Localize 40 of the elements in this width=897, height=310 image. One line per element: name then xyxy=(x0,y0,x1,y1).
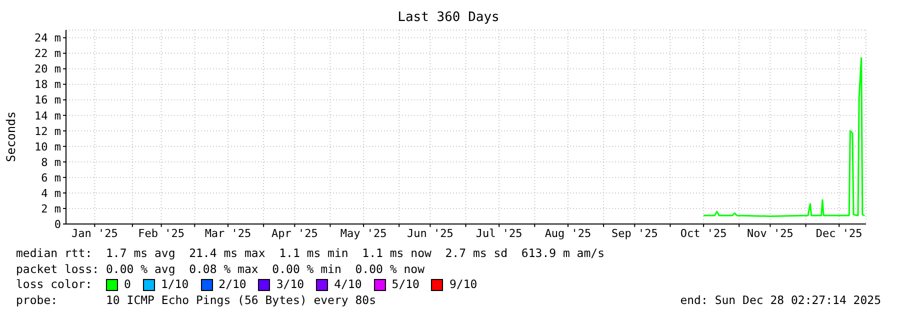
y-tick-label: 10 m xyxy=(34,140,62,154)
x-tick-label: Sep '25 xyxy=(611,226,658,240)
text: packet loss: 0.00 % avg 0.08 % max 0.00 % min 0.00 % now xyxy=(16,262,426,277)
legend-title: loss color: xyxy=(16,277,94,292)
chart-title: Last 360 Days xyxy=(396,10,500,25)
x-tick-label: May '25 xyxy=(340,226,387,240)
legend-label: 9/10 xyxy=(449,277,478,292)
x-tick-label: Mar '25 xyxy=(204,226,252,240)
text: median rtt: 1.7 ms avg 21.4 ms max 1.1 ms min 1.1 ms now 2.7 ms sd 613.9 m am/s xyxy=(16,246,606,262)
x-tick-label: Jun '25 xyxy=(407,226,454,240)
legend-label: 1/10 xyxy=(160,277,189,292)
y-tick-label: 6 m xyxy=(41,171,62,184)
y-tick-label: 8 m xyxy=(41,156,62,169)
y-tick-label: 16 m xyxy=(34,94,62,107)
y-tick-label: 14 m xyxy=(34,109,62,122)
x-tick-label: Aug '25 xyxy=(544,226,592,240)
legend-label: 3/10 xyxy=(276,277,304,292)
text: end: Sun Dec 28 02:27:14 2025 xyxy=(680,292,881,308)
x-tick-label: Nov '25 xyxy=(747,226,794,240)
x-tick-label: Feb '25 xyxy=(138,226,185,240)
y-tick-label: 20 m xyxy=(34,62,62,76)
x-tick-label: Jul '25 xyxy=(476,226,522,240)
x-tick-label: Jan '25 xyxy=(71,226,118,240)
y-tick-label: 4 m xyxy=(41,186,62,200)
legend-label: 5/10 xyxy=(392,277,420,292)
line-series xyxy=(702,57,866,217)
text: probe: 10 ICMP Echo Pings (56 Bytes) every 80s xyxy=(16,292,376,308)
legend-label: 4/10 xyxy=(334,277,362,292)
y-axis-title: Seconds xyxy=(4,111,18,162)
x-tick-label: Oct '25 xyxy=(680,226,727,240)
y-tick-label: 22 m xyxy=(34,47,62,60)
x-tick-label: Apr '25 xyxy=(271,226,318,240)
legend-label: 0 xyxy=(124,277,131,292)
y-tick-label: 24 m xyxy=(34,32,62,45)
legend-label: 2/10 xyxy=(218,277,246,292)
y-tick-label: 18 m xyxy=(34,78,62,92)
y-tick-label: 12 m xyxy=(34,124,62,138)
y-tick-label: 2 m xyxy=(41,202,62,216)
y-tick-label: 0 xyxy=(54,218,61,231)
x-tick-label: Dec '25 xyxy=(816,226,862,240)
